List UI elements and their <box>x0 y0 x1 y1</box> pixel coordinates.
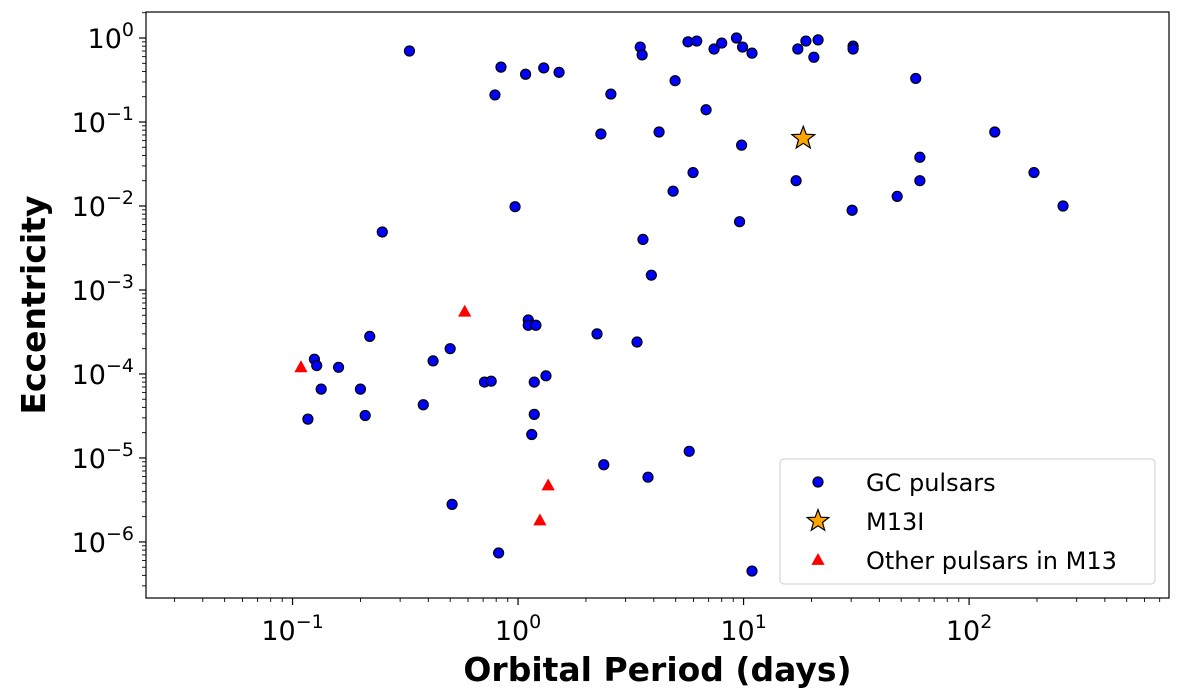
data-point-circle <box>519 68 532 80</box>
data-point-circle <box>800 35 812 47</box>
y-tick-label: 10−5 <box>72 439 134 475</box>
data-point-circle <box>444 343 456 355</box>
data-point-circle <box>403 45 416 57</box>
legend-marker-circle <box>812 476 824 488</box>
data-point-circle <box>598 459 610 471</box>
data-point-circle <box>637 233 649 246</box>
data-point-circle <box>526 428 538 441</box>
data-point-circle <box>847 43 859 55</box>
data-point-circle <box>730 32 743 44</box>
data-point-circle <box>691 35 703 47</box>
data-point-circle <box>427 355 439 367</box>
data-point-circle <box>1028 166 1040 179</box>
y-tick-label: 10−3 <box>72 271 134 307</box>
data-point-circle <box>446 498 458 510</box>
data-point-circle <box>708 43 720 55</box>
data-point-circle <box>636 49 648 61</box>
data-point-circle <box>716 37 728 49</box>
data-point-triangle <box>294 360 308 373</box>
data-point-circle <box>891 190 903 203</box>
legend-label: Other pulsars in M13 <box>866 547 1117 575</box>
legend-marker-star <box>805 507 831 532</box>
y-tick-label: 10−4 <box>72 355 134 391</box>
data-point-circle <box>530 319 542 331</box>
data-point-circle <box>735 139 748 151</box>
data-point-circle <box>669 75 681 87</box>
data-point-circle <box>540 370 552 382</box>
data-point-circle <box>808 51 820 63</box>
data-point-circle <box>553 66 565 78</box>
data-point-circle <box>631 336 643 348</box>
data-point-circle <box>790 175 802 187</box>
data-point-circle <box>528 408 540 420</box>
data-point-circle <box>332 361 345 373</box>
x-axis-label: Orbital Period (days) <box>463 650 851 689</box>
data-point-circle <box>687 166 699 179</box>
y-tick-label: 10−2 <box>72 187 134 223</box>
data-point-circle <box>495 61 507 73</box>
data-point-triangle <box>533 513 547 526</box>
legend: GC pulsars M13I Other pulsars in M13 <box>779 458 1156 585</box>
data-point-circle <box>485 375 497 387</box>
data-point-circle <box>736 41 749 53</box>
data-point-circle <box>302 413 314 425</box>
data-point-circle <box>914 175 926 187</box>
y-tick-label: 10−1 <box>72 103 134 139</box>
data-point-circle <box>653 126 665 138</box>
data-point-circle <box>605 88 617 100</box>
data-point-circle <box>538 62 550 74</box>
data-point-circle <box>509 201 521 213</box>
data-point-circle <box>746 47 758 59</box>
y-axis-label: Eccentricity <box>14 195 53 414</box>
data-point-triangle <box>458 304 472 317</box>
data-point-circle <box>1057 200 1069 212</box>
data-point-star <box>790 124 817 150</box>
data-point-circle <box>489 89 501 101</box>
plot-frame <box>145 11 1170 599</box>
data-point-circle <box>359 409 371 422</box>
data-point-circle <box>591 328 603 340</box>
legend-label: GC pulsars <box>866 469 996 497</box>
data-point-circle <box>914 151 926 163</box>
data-point-circle <box>311 359 323 372</box>
data-point-circle <box>910 72 922 85</box>
data-point-triangle <box>541 478 555 491</box>
legend-box <box>779 458 1156 585</box>
data-point-circle <box>812 34 824 46</box>
y-tick-label: 100 <box>88 19 134 55</box>
x-tick-label: 101 <box>720 611 766 647</box>
x-tick-label: 10−1 <box>261 611 323 647</box>
axes <box>139 12 1161 605</box>
data-point-circle <box>642 471 654 483</box>
data-point-circle <box>746 565 758 577</box>
data-point-circle <box>315 383 327 395</box>
data-point-circle <box>733 216 746 228</box>
data-point-circle <box>364 330 376 343</box>
data-point-circle <box>595 128 607 140</box>
data-point-circle <box>493 547 505 559</box>
legend-marker-triangle <box>811 553 825 565</box>
data-point-circle <box>989 126 1001 138</box>
data-point-circle <box>645 269 657 281</box>
data-point-circle <box>700 104 712 116</box>
data-point-circle <box>528 376 540 388</box>
legend-label: M13I <box>866 508 924 536</box>
data-point-circle <box>846 204 858 216</box>
x-tick-label: 100 <box>495 611 541 647</box>
data-point-circle <box>667 185 679 197</box>
data-point-circle <box>376 226 388 238</box>
data-point-circle <box>792 43 804 55</box>
y-tick-label: 10−6 <box>72 523 134 559</box>
data-point-circle <box>417 399 429 411</box>
x-tick-label: 102 <box>946 611 992 647</box>
data-point-circle <box>683 445 695 457</box>
data-point-circle <box>354 383 367 395</box>
